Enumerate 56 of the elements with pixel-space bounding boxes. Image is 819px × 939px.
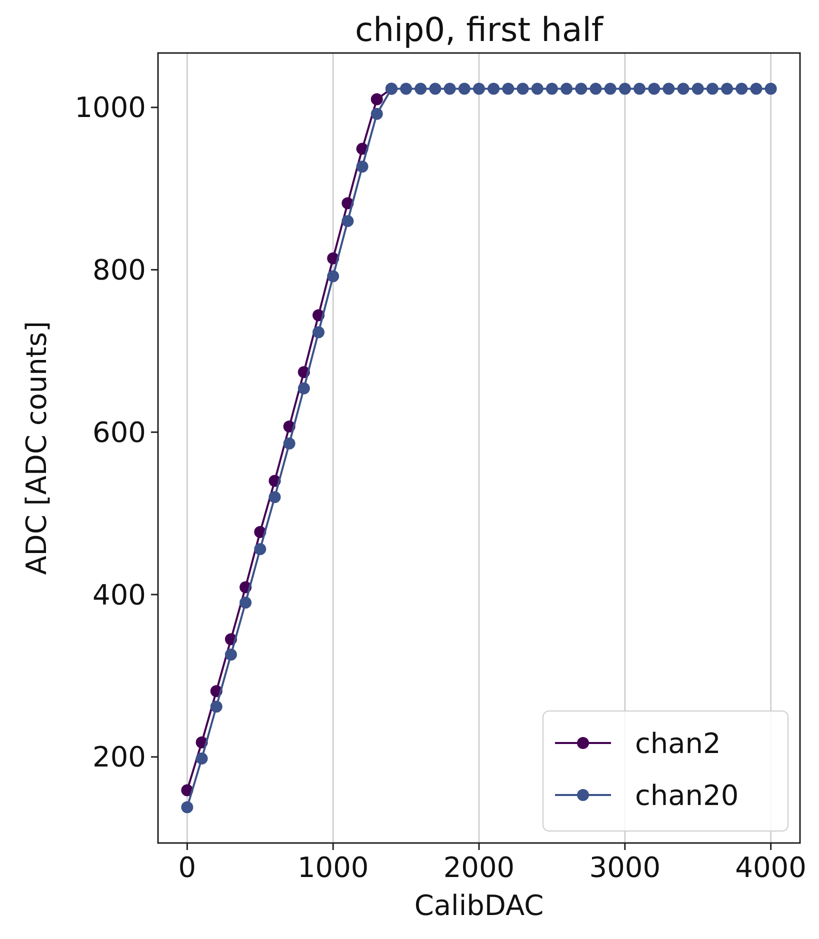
point [750, 82, 762, 95]
point [210, 700, 222, 713]
point [414, 82, 427, 95]
point [240, 596, 252, 609]
point [721, 82, 734, 95]
y-tick-label: 1000 [74, 91, 146, 124]
point [370, 93, 383, 106]
point [531, 82, 544, 95]
y-tick-label: 200 [92, 740, 146, 774]
point [356, 160, 368, 173]
legend-label: chan20 [635, 778, 739, 812]
point [283, 438, 296, 450]
point [516, 82, 529, 95]
point [327, 270, 340, 282]
chart-title: chip0, first half [354, 10, 604, 49]
y-tick-label: 600 [92, 416, 146, 449]
y-tick-label: 800 [92, 254, 146, 287]
x-tick-label: 1000 [297, 851, 369, 884]
x-tick-label: 2000 [443, 851, 515, 884]
point [400, 82, 412, 95]
point [458, 82, 470, 95]
point [560, 82, 573, 95]
point [648, 82, 660, 95]
point [677, 82, 690, 95]
y-axis-title: ADC [ADC counts] [20, 321, 53, 575]
point [254, 543, 266, 556]
point [706, 82, 718, 95]
point [736, 82, 748, 95]
point [488, 82, 500, 95]
point [590, 82, 602, 95]
point [634, 82, 646, 95]
point [370, 108, 383, 120]
point [575, 82, 588, 95]
point [662, 82, 675, 95]
x-tick-label: 4000 [735, 851, 806, 884]
y-tick-label: 400 [92, 578, 146, 612]
point [764, 82, 777, 95]
point [268, 491, 281, 504]
point [429, 82, 442, 95]
x-tick-label: 3000 [589, 851, 661, 884]
point [444, 82, 456, 95]
point [618, 82, 631, 95]
point [342, 215, 354, 228]
point [224, 648, 237, 661]
point [604, 82, 616, 95]
point [502, 82, 514, 95]
legend-label: chan2 [635, 726, 721, 760]
point [298, 382, 310, 394]
point [473, 82, 485, 95]
point [181, 801, 194, 814]
point [196, 752, 208, 765]
point [312, 326, 324, 338]
x-axis-title: CalibDAC [414, 889, 544, 922]
point [692, 82, 704, 95]
point [546, 82, 558, 95]
x-tick-label: 0 [178, 851, 196, 884]
